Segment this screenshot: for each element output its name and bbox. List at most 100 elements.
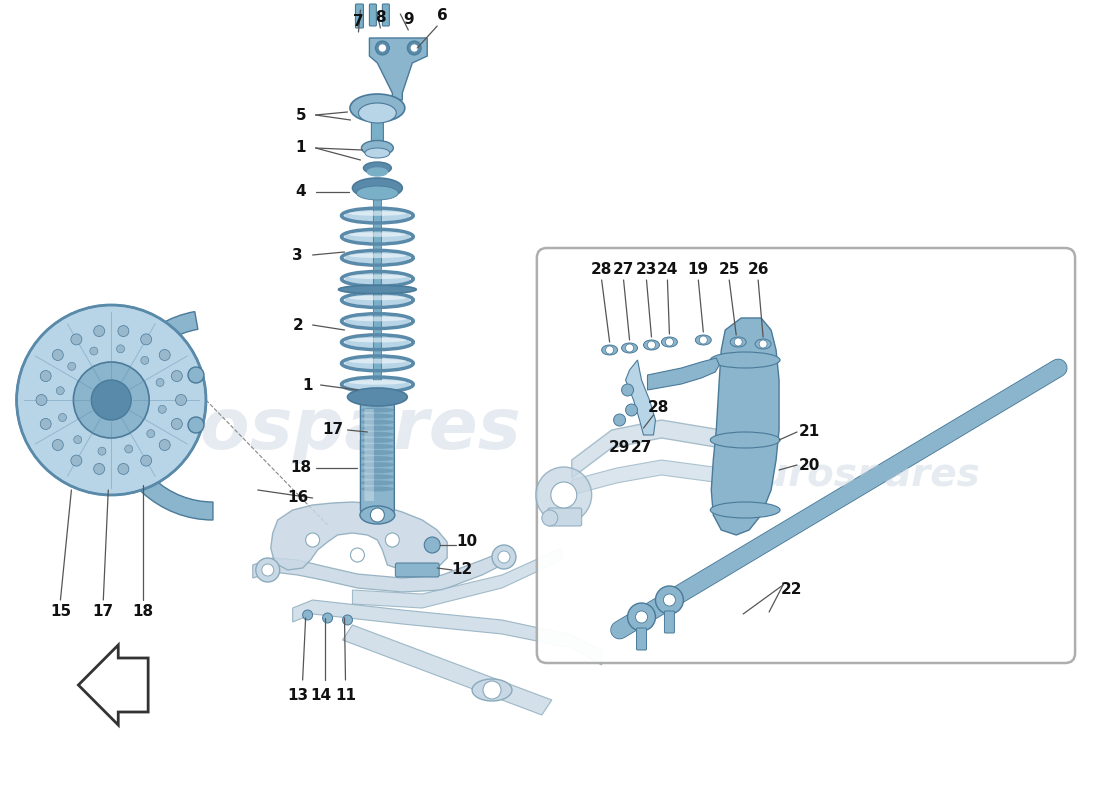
- FancyBboxPatch shape: [361, 403, 394, 512]
- Ellipse shape: [365, 148, 389, 158]
- FancyBboxPatch shape: [537, 248, 1075, 663]
- Circle shape: [256, 558, 279, 582]
- Ellipse shape: [349, 359, 406, 363]
- Circle shape: [160, 439, 170, 450]
- Ellipse shape: [344, 378, 410, 390]
- Text: 16: 16: [287, 490, 308, 506]
- Circle shape: [56, 386, 64, 394]
- FancyBboxPatch shape: [548, 508, 582, 526]
- Circle shape: [118, 463, 129, 474]
- Polygon shape: [253, 548, 512, 592]
- Text: 1: 1: [296, 141, 306, 155]
- Ellipse shape: [344, 337, 410, 348]
- Ellipse shape: [344, 315, 410, 327]
- Circle shape: [118, 326, 129, 337]
- Ellipse shape: [361, 414, 394, 418]
- Text: 22: 22: [780, 582, 802, 598]
- Circle shape: [407, 41, 421, 55]
- Circle shape: [351, 548, 364, 562]
- Polygon shape: [712, 318, 779, 535]
- FancyBboxPatch shape: [370, 4, 376, 26]
- Circle shape: [70, 455, 81, 466]
- Circle shape: [656, 586, 683, 614]
- Text: 3: 3: [293, 247, 303, 262]
- Ellipse shape: [361, 426, 394, 430]
- Text: 18: 18: [290, 461, 311, 475]
- Polygon shape: [572, 460, 761, 500]
- Circle shape: [176, 394, 187, 406]
- Text: 18: 18: [133, 605, 154, 619]
- Circle shape: [648, 341, 656, 349]
- Circle shape: [636, 611, 648, 623]
- Circle shape: [606, 346, 614, 354]
- Ellipse shape: [344, 210, 410, 222]
- Ellipse shape: [348, 388, 407, 406]
- Circle shape: [626, 344, 634, 352]
- Text: 4: 4: [295, 185, 306, 199]
- Circle shape: [262, 564, 274, 576]
- Circle shape: [141, 334, 152, 345]
- FancyBboxPatch shape: [364, 409, 374, 501]
- Ellipse shape: [730, 337, 746, 347]
- Circle shape: [74, 362, 150, 438]
- Circle shape: [306, 533, 320, 547]
- Text: 12: 12: [451, 562, 473, 578]
- Circle shape: [542, 510, 558, 526]
- Text: 20: 20: [799, 458, 820, 473]
- Ellipse shape: [695, 335, 712, 345]
- Text: 8: 8: [375, 10, 386, 26]
- Text: 17: 17: [322, 422, 343, 438]
- Text: 14: 14: [310, 687, 331, 702]
- Ellipse shape: [711, 432, 780, 448]
- Ellipse shape: [621, 343, 638, 353]
- Ellipse shape: [472, 679, 512, 701]
- Text: 28: 28: [591, 262, 613, 278]
- Polygon shape: [342, 625, 552, 715]
- Text: 2: 2: [293, 318, 303, 333]
- Circle shape: [94, 326, 104, 337]
- Polygon shape: [352, 548, 562, 608]
- Text: 10: 10: [456, 534, 477, 550]
- Ellipse shape: [344, 358, 410, 369]
- FancyBboxPatch shape: [637, 628, 647, 650]
- Text: eurospares: eurospares: [735, 456, 981, 494]
- Ellipse shape: [349, 295, 406, 300]
- FancyBboxPatch shape: [383, 4, 389, 26]
- Ellipse shape: [350, 94, 405, 122]
- Ellipse shape: [359, 103, 396, 123]
- Ellipse shape: [339, 286, 416, 294]
- Ellipse shape: [644, 340, 660, 350]
- Ellipse shape: [755, 339, 771, 349]
- Circle shape: [58, 414, 66, 422]
- Circle shape: [614, 414, 626, 426]
- Ellipse shape: [361, 450, 394, 455]
- Circle shape: [160, 350, 170, 361]
- Wedge shape: [108, 311, 213, 520]
- Ellipse shape: [344, 273, 410, 285]
- Circle shape: [188, 367, 204, 383]
- Circle shape: [91, 380, 131, 420]
- Ellipse shape: [361, 468, 394, 474]
- Circle shape: [16, 305, 206, 495]
- Text: 27: 27: [630, 441, 652, 455]
- Circle shape: [700, 336, 707, 344]
- Circle shape: [74, 436, 81, 444]
- Circle shape: [375, 41, 389, 55]
- Circle shape: [492, 545, 516, 569]
- Ellipse shape: [349, 211, 406, 216]
- Text: 7: 7: [353, 14, 364, 30]
- Ellipse shape: [349, 254, 406, 258]
- Text: 23: 23: [636, 262, 657, 278]
- Text: 26: 26: [747, 262, 769, 278]
- FancyBboxPatch shape: [395, 563, 439, 577]
- FancyBboxPatch shape: [664, 611, 674, 633]
- Circle shape: [425, 537, 440, 553]
- Ellipse shape: [711, 502, 780, 518]
- Circle shape: [117, 345, 124, 353]
- Circle shape: [385, 533, 399, 547]
- Ellipse shape: [361, 444, 394, 449]
- Text: 19: 19: [688, 262, 708, 278]
- Circle shape: [141, 356, 149, 364]
- Circle shape: [90, 347, 98, 355]
- Circle shape: [53, 350, 64, 361]
